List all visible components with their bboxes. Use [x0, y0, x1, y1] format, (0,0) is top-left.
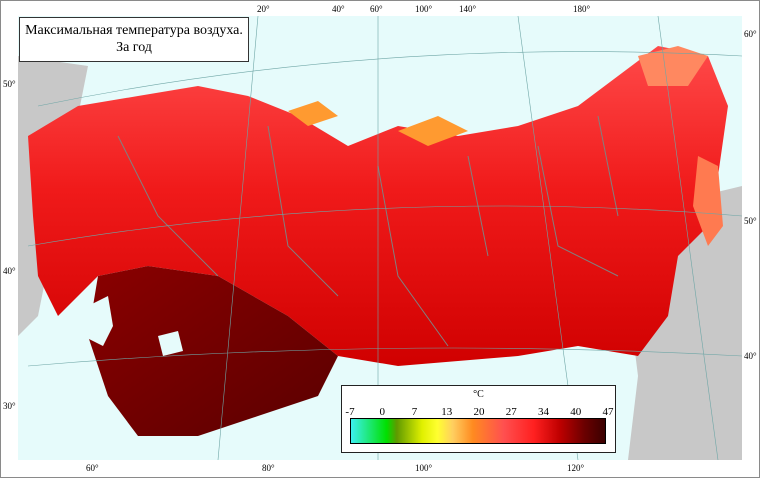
map-title: Максимальная температура воздуха. За год [19, 17, 249, 62]
legend-tick: 34 [538, 406, 549, 418]
legend-tick: 13 [441, 406, 453, 418]
lon-label-top: 100° [415, 4, 433, 14]
lon-label-bottom: 60° [86, 463, 99, 473]
aral-sea [158, 331, 183, 356]
lon-label-bottom: 100° [415, 463, 433, 473]
legend-tick: 0 [379, 406, 386, 418]
lon-label-top: 60° [370, 4, 383, 14]
lat-label-right: 40° [744, 351, 757, 361]
temperature-map [18, 16, 742, 460]
lon-label-top: 180° [573, 4, 591, 14]
legend-tick: 27 [505, 406, 517, 418]
lon-label-bottom: 120° [567, 463, 585, 473]
arctic-islands [288, 101, 468, 146]
chukotka-cool [638, 46, 708, 86]
lat-label-left: 50° [3, 79, 16, 89]
central-asia-hot-zone [88, 266, 338, 436]
legend-tick: 20 [473, 406, 485, 418]
legend-unit: °C [473, 389, 484, 400]
lat-label-left: 30° [3, 401, 16, 411]
lon-label-top: 40° [332, 4, 345, 14]
lon-label-top: 140° [459, 4, 477, 14]
legend-tick: 47 [602, 406, 614, 418]
legend-tick: -7 [345, 406, 355, 418]
color-legend: °C -7 0 7 13 20 27 34 40 47 [341, 385, 616, 453]
legend-tick: 7 [411, 406, 418, 418]
lon-label-top: 20° [257, 4, 270, 14]
graticule [27, 16, 742, 460]
lon-label-bottom: 80° [262, 463, 275, 473]
legend-color-bar [350, 418, 606, 444]
caspian-sea [83, 296, 113, 346]
title-line: Максимальная температура воздуха. [25, 23, 243, 38]
title-period: За год [116, 40, 152, 55]
legend-tick: 40 [570, 406, 582, 418]
lat-label-right: 50° [744, 216, 757, 226]
kamchatka-cool [693, 156, 723, 246]
legend-ticks: -7 0 7 13 20 27 34 40 47 [345, 406, 613, 418]
lat-label-right: 60° [744, 29, 757, 39]
lat-label-left: 40° [3, 266, 16, 276]
